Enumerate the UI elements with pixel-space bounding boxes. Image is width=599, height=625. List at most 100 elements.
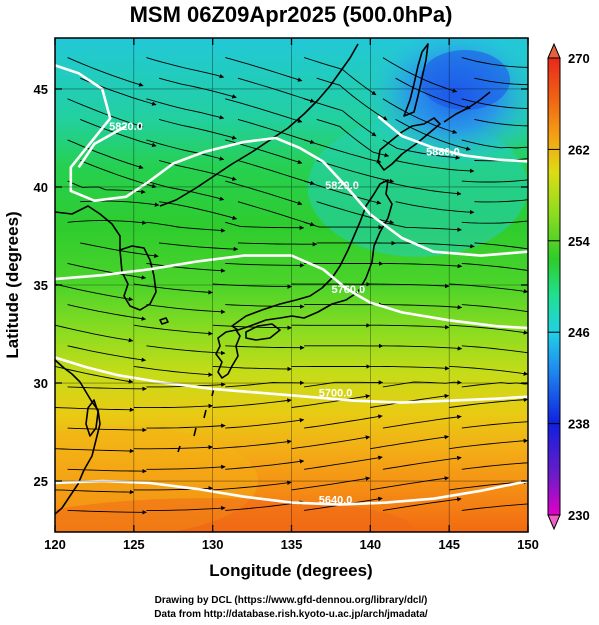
streamline <box>225 345 305 350</box>
streamline <box>225 459 305 470</box>
streamline <box>461 57 528 68</box>
streamline <box>237 201 315 227</box>
streamline <box>146 423 226 429</box>
streamline <box>382 180 462 196</box>
streamline <box>303 180 382 205</box>
streamline <box>395 242 475 249</box>
streamline <box>67 468 147 474</box>
contour-label: 5760.0 <box>331 284 365 296</box>
streamline <box>395 160 475 174</box>
streamline <box>225 57 303 82</box>
contour-line <box>55 64 528 257</box>
colorbar-bottom-arrow <box>547 514 561 531</box>
streamline <box>291 476 371 491</box>
coastline-jeju <box>159 317 169 325</box>
colorbar-tick-label: 238 <box>568 417 590 432</box>
streamline <box>382 139 461 160</box>
streamline <box>146 98 225 120</box>
streamline <box>449 365 528 376</box>
streamline <box>67 386 147 392</box>
streamline <box>146 221 226 233</box>
streamline <box>474 199 528 203</box>
streamline <box>225 262 305 268</box>
streamline <box>382 262 463 269</box>
streamline <box>382 221 462 232</box>
streamline <box>80 160 157 189</box>
streamline <box>67 262 147 280</box>
streamline <box>225 180 303 206</box>
streamline <box>225 221 305 230</box>
streamline <box>382 98 458 134</box>
streamline <box>237 241 318 247</box>
streamline <box>316 160 395 184</box>
coastline-honshu <box>231 179 393 331</box>
streamline <box>474 118 528 127</box>
x-tick-label: 120 <box>44 537 66 552</box>
colorbar-tick-label: 270 <box>568 51 590 66</box>
streamline <box>382 345 463 351</box>
streamline <box>67 180 146 195</box>
y-tick-label: 30 <box>34 376 48 391</box>
streamline <box>133 283 213 295</box>
x-tick-label: 140 <box>359 537 381 552</box>
colorbar-tick-label: 246 <box>568 325 590 340</box>
x-tick-label: 135 <box>281 537 303 552</box>
streamline <box>212 480 292 491</box>
streamline <box>395 201 475 215</box>
streamline <box>225 418 305 429</box>
streamline <box>146 464 226 470</box>
colorbar-tick-label: 230 <box>568 508 590 523</box>
y-tick-label: 45 <box>34 82 48 97</box>
coastlines <box>55 43 491 515</box>
streamline <box>133 444 214 450</box>
x-tick-label: 130 <box>202 537 224 552</box>
hot-region <box>55 498 413 532</box>
streamline <box>80 242 159 259</box>
streamline <box>382 414 462 429</box>
streamline <box>146 139 225 161</box>
contour-label: 5820.0 <box>109 121 143 133</box>
streamline <box>474 242 528 250</box>
colorbar-tick-label: 254 <box>568 234 590 249</box>
streamline <box>237 118 315 144</box>
streamline <box>159 201 238 220</box>
coastline-kurils <box>443 91 491 123</box>
streamline <box>55 448 135 454</box>
streamline <box>461 139 528 149</box>
y-axis-label: Latitude (degrees) <box>3 211 22 358</box>
y-tick-label: 35 <box>34 278 48 293</box>
streamline <box>461 462 528 470</box>
streamline <box>449 438 528 450</box>
streamline <box>370 365 450 371</box>
streamline <box>133 403 214 409</box>
coastline-korea <box>119 245 157 311</box>
cold-pool-core <box>420 50 510 110</box>
chart-title: MSM 06Z09Apr2025 (500.0hPa) <box>130 2 453 27</box>
streamline <box>67 345 147 362</box>
streamline <box>449 324 528 335</box>
coastline-shikoku <box>245 323 281 341</box>
x-tick-label: 150 <box>517 537 539 552</box>
x-tick-label: 145 <box>438 537 460 552</box>
y-axis-ticks: 25 30 35 40 45 <box>34 82 528 489</box>
grid-lines <box>55 38 528 532</box>
streamline <box>291 435 371 450</box>
contour-label: 5820.0 <box>325 180 359 192</box>
contour-label: 5700.0 <box>319 388 353 400</box>
streamline <box>291 394 371 408</box>
colorbar: 230 238 246 254 262 270 <box>547 42 590 531</box>
coastline-mainland <box>55 205 121 515</box>
contour-line <box>77 125 127 169</box>
streamline <box>67 98 144 128</box>
streamline <box>212 324 292 330</box>
streamline <box>449 397 528 408</box>
plot-area: 5640.0 5700.0 5760.0 5820.0 5880.0 5820.0 <box>55 38 528 532</box>
streamline <box>55 324 134 343</box>
streamline <box>370 434 450 450</box>
streamline <box>146 505 226 511</box>
streamline <box>461 98 528 109</box>
streamline <box>382 455 462 470</box>
contour-line <box>55 356 528 404</box>
x-axis-ticks: 120 125 130 135 140 145 150 <box>44 38 539 552</box>
streamline <box>146 345 226 356</box>
